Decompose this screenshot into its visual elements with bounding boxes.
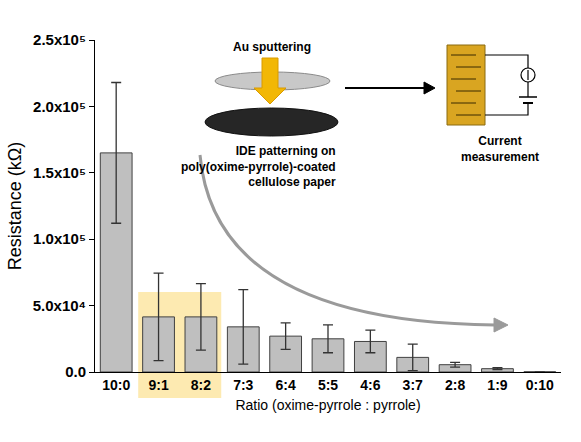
svg-text:Currentmeasurement: Currentmeasurement bbox=[461, 134, 539, 164]
svg-text:2.5x10⁵: 2.5x10⁵ bbox=[33, 31, 86, 48]
svg-text:Resistance (kΩ): Resistance (kΩ) bbox=[5, 142, 25, 271]
svg-text:6:4: 6:4 bbox=[276, 377, 296, 393]
svg-text:0:10: 0:10 bbox=[526, 377, 554, 393]
svg-text:5.0x10⁴: 5.0x10⁴ bbox=[33, 297, 86, 314]
svg-text:9:1: 9:1 bbox=[148, 377, 168, 393]
svg-text:Au sputtering: Au sputtering bbox=[233, 40, 311, 54]
svg-text:4:6: 4:6 bbox=[360, 377, 380, 393]
svg-text:3:7: 3:7 bbox=[403, 377, 423, 393]
svg-text:2.0x10⁵: 2.0x10⁵ bbox=[33, 98, 86, 115]
svg-text:7:3: 7:3 bbox=[233, 377, 253, 393]
svg-text:2:8: 2:8 bbox=[445, 377, 465, 393]
svg-text:8:2: 8:2 bbox=[191, 377, 211, 393]
svg-text:1.0x10⁵: 1.0x10⁵ bbox=[33, 230, 86, 247]
svg-text:0.0: 0.0 bbox=[65, 363, 86, 380]
svg-text:IDE patterning onpoly(oxime-py: IDE patterning onpoly(oxime-pyrrole)-coa… bbox=[181, 144, 336, 189]
svg-text:1.5x10⁵: 1.5x10⁵ bbox=[33, 164, 86, 181]
svg-text:Ratio (oxime-pyrrole : pyrrole: Ratio (oxime-pyrrole : pyrrole) bbox=[235, 397, 420, 413]
svg-text:5:5: 5:5 bbox=[318, 377, 338, 393]
svg-text:10:0: 10:0 bbox=[102, 377, 130, 393]
svg-text:1:9: 1:9 bbox=[487, 377, 507, 393]
